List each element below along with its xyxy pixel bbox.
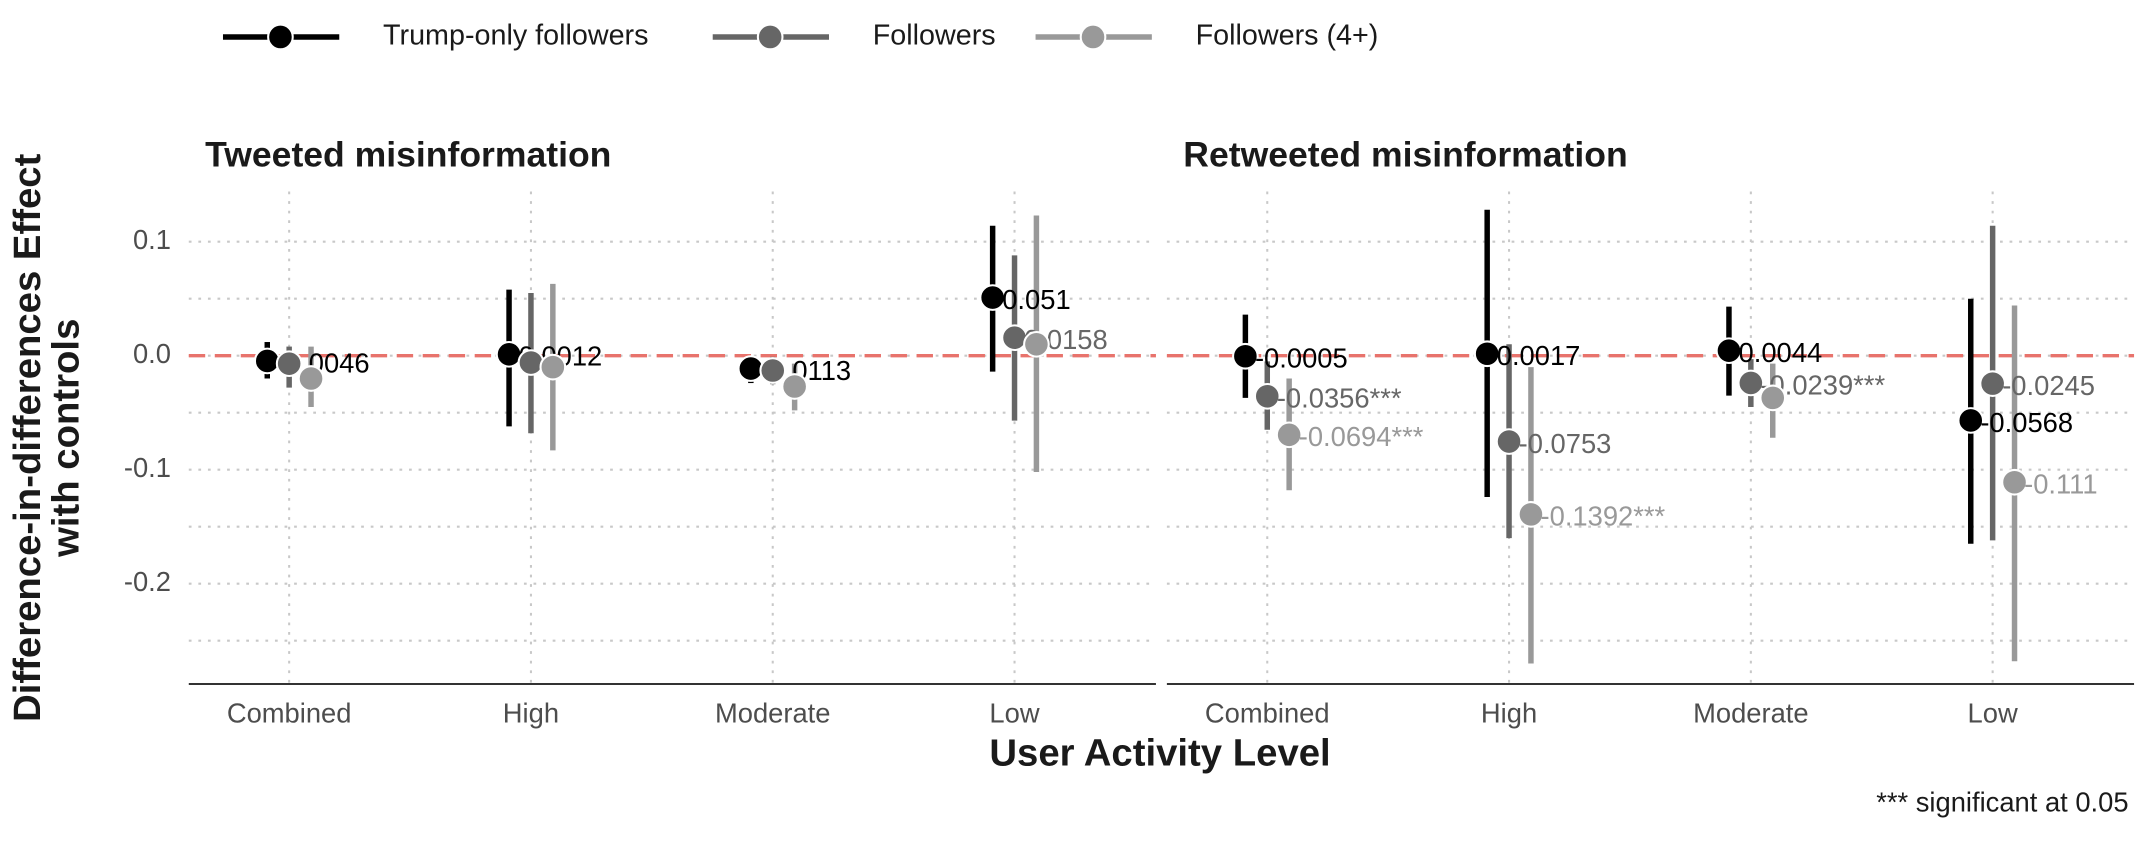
point <box>1715 337 1743 365</box>
point <box>297 365 325 392</box>
x-tick-label: Combined <box>227 698 352 729</box>
y-tick-label: 0.0 <box>133 338 171 369</box>
footnote: *** significant at 0.05 <box>1876 787 2128 818</box>
point <box>979 284 1006 311</box>
legend-marker <box>756 23 784 51</box>
y-axis-title: Difference-in-differences Effect with co… <box>6 153 87 721</box>
legend-marker <box>1079 23 1107 51</box>
value-label: -0.0245 <box>2002 370 2095 401</box>
y-axis-title-line: Difference-in-differences Effect <box>6 153 49 721</box>
value-label: 0.051 <box>1002 284 1070 315</box>
point <box>759 357 787 384</box>
point <box>517 349 545 376</box>
point <box>1253 382 1281 410</box>
value-label: 0.0044 <box>1739 337 1823 368</box>
y-tick-label: -0.2 <box>124 566 171 597</box>
value-label: -0.0694*** <box>1299 421 1424 452</box>
x-axis-title: User Activity Level <box>989 731 1330 774</box>
point <box>275 350 303 378</box>
y-tick-label: -0.1 <box>124 452 171 483</box>
x-tick-label: Combined <box>1205 698 1330 729</box>
panel-title: Tweeted misinformation <box>205 135 611 175</box>
legend: Trump-only followers Followers Followers (… <box>222 20 1379 52</box>
point <box>1232 342 1259 370</box>
legend-label: Trump-only followers <box>383 20 648 52</box>
value-label: -0.0568 <box>1980 407 2073 438</box>
x-tick-label: Low <box>989 698 1039 729</box>
point <box>1759 384 1787 412</box>
y-tick-label: 0.1 <box>133 224 171 255</box>
value-label: -0.111 <box>2024 469 2097 500</box>
point <box>2001 468 2028 496</box>
point <box>1957 407 1985 434</box>
x-tick-label: High <box>503 698 559 729</box>
x-tick-label: High <box>1481 698 1537 729</box>
point <box>781 373 808 400</box>
value-label: -0.0356*** <box>1277 383 1402 414</box>
value-label: -0.0005 <box>1255 343 1348 374</box>
x-tick-label: Moderate <box>715 698 831 729</box>
legend-marker <box>267 23 294 51</box>
point <box>1737 369 1765 397</box>
point <box>1495 428 1523 455</box>
x-tick-label: Low <box>1968 698 2018 729</box>
legend-label: Followers <box>873 20 996 52</box>
point <box>1979 370 2006 397</box>
panel-title: Retweeted misinformation <box>1183 135 1627 175</box>
value-label: -0.0753 <box>1519 428 1612 459</box>
value-label: 0.0017 <box>1497 340 1581 371</box>
point <box>1517 501 1545 528</box>
y-axis-title-line: with controls <box>45 319 88 558</box>
point <box>1023 330 1050 358</box>
legend-label: Followers (4+) <box>1196 20 1379 52</box>
point <box>539 353 567 381</box>
point <box>1473 340 1501 368</box>
x-tick-label: Moderate <box>1693 698 1809 729</box>
point <box>1275 421 1303 449</box>
value-label: -0.1392*** <box>1541 501 1666 532</box>
